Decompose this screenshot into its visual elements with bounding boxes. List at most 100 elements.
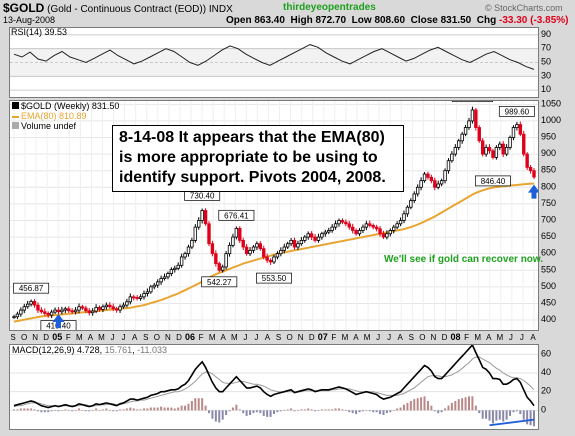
macd-histogram-bar [149, 407, 152, 411]
candle [395, 223, 399, 228]
candle [227, 244, 232, 255]
price-tick-label: 400 [541, 314, 556, 324]
pivot-label: 730.40 [190, 191, 215, 200]
macd-histogram-bar [125, 408, 128, 411]
macd-histogram-bar [273, 410, 275, 415]
macd-histogram-bar [334, 408, 337, 411]
candle [340, 220, 345, 223]
rsi-line [13, 44, 535, 70]
macd-histogram-bar [512, 410, 515, 413]
candle [460, 133, 464, 142]
x-tick-label: 06 [185, 332, 195, 342]
macd-histogram-bar [269, 410, 272, 417]
candle [463, 127, 468, 135]
candle [347, 223, 351, 228]
macd-histogram-bar [259, 410, 262, 414]
candle [333, 223, 338, 228]
price-legend: $GOLD (Weekly) 831.50 EMA(80) 810.89 Vol… [12, 101, 119, 131]
x-tick-label: A [221, 333, 227, 342]
macd-trendline [489, 418, 535, 427]
macd-histogram-bar [358, 410, 361, 413]
macd-histogram-bar [143, 408, 145, 411]
candle [330, 226, 334, 231]
candle [121, 304, 126, 308]
candle [480, 140, 485, 155]
macd-histogram-bar [238, 409, 241, 411]
copyright: © StockCharts.com [485, 3, 563, 13]
macd-histogram-bar [498, 410, 501, 420]
x-tick-label: N [298, 333, 304, 342]
candle [200, 210, 204, 221]
x-tick-label: F [199, 333, 204, 342]
macd-histogram-bar [444, 408, 447, 411]
macd-histogram-bar [375, 410, 378, 413]
macd-histogram-bar [351, 410, 354, 414]
candle [282, 246, 286, 251]
x-tick-label: J [254, 333, 258, 342]
macd-histogram-bar [132, 408, 135, 411]
x-tick-label: J [122, 333, 126, 342]
macd-histogram-bar [505, 410, 508, 420]
candle [515, 124, 519, 128]
ohlc-readout: Open 863.40 High 872.70 Low 808.60 Close… [226, 15, 569, 26]
macd-histogram-bar [54, 410, 57, 411]
macd-histogram-bar [437, 410, 440, 414]
candle [350, 226, 355, 231]
macd-histogram-bar [71, 410, 74, 412]
macd-histogram-bar [84, 410, 87, 412]
candle [101, 306, 105, 310]
macd-histogram-bar [474, 405, 477, 411]
macd-chart [10, 343, 538, 427]
macd-histogram-bar [139, 409, 142, 411]
macd-histogram-bar [416, 398, 419, 411]
macd-histogram-bar [338, 408, 340, 411]
macd-histogram-bar [101, 409, 104, 411]
pivot-label: 676.41 [224, 211, 249, 220]
macd-histogram-bar [382, 410, 385, 415]
candle [344, 221, 348, 225]
candle [306, 233, 310, 238]
candle [392, 226, 396, 231]
macd-histogram-bar [119, 409, 122, 411]
x-tick-label: A [398, 333, 404, 342]
candle [426, 173, 430, 178]
macd-histogram-bar [160, 406, 163, 411]
candle [388, 230, 393, 235]
candle [522, 133, 526, 155]
macd-histogram-bar [403, 404, 405, 411]
candle [299, 239, 304, 245]
macd-histogram-bar [91, 410, 94, 411]
x-tick-label: S [10, 333, 15, 342]
candle [97, 307, 102, 310]
candle [361, 226, 365, 231]
candle [224, 253, 228, 268]
macd-histogram-bar [57, 410, 60, 412]
candle [285, 243, 290, 248]
macd-histogram-bar [478, 410, 481, 414]
x-tick-label: F [66, 333, 71, 342]
candle [87, 310, 91, 314]
up-arrow [52, 314, 65, 329]
macd-histogram-bar [413, 399, 416, 411]
x-tick-label: S [143, 333, 148, 342]
macd-histogram-bar [389, 410, 392, 413]
macd-histogram-bar [522, 410, 525, 420]
pivot-label: 846.40 [481, 177, 506, 186]
candle [415, 186, 420, 195]
rsi-panel [9, 27, 539, 98]
macd-histogram-bar [228, 410, 231, 412]
macd-histogram-bar [221, 410, 224, 420]
candle [32, 301, 37, 306]
candle [272, 256, 276, 263]
candle [214, 253, 218, 265]
candle [244, 246, 249, 255]
candle [364, 223, 369, 228]
candle [84, 307, 88, 312]
pivot-label-box [498, 106, 535, 117]
macd-histogram-bar [262, 410, 265, 416]
pivot-label-box [201, 276, 238, 288]
candle [241, 239, 245, 248]
macd-signal-line [13, 356, 535, 408]
x-tick-label: O [419, 333, 425, 342]
candle [90, 310, 95, 314]
